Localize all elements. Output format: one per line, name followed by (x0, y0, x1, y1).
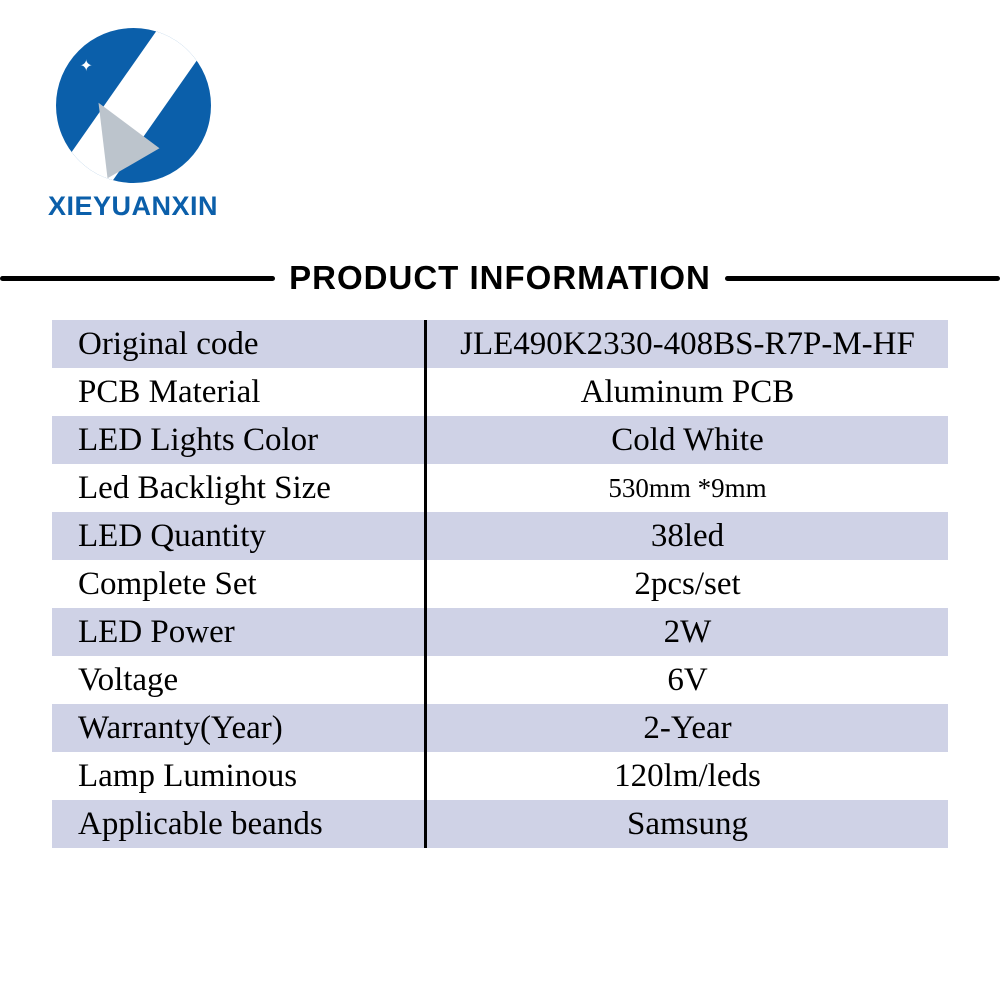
spec-label: LED Quantity (52, 512, 427, 560)
spec-label: Original code (52, 320, 427, 368)
table-row: Complete Set2pcs/set (52, 560, 948, 608)
header-rule-left (0, 276, 275, 281)
spec-label: Voltage (52, 656, 427, 704)
spec-label: Led Backlight Size (52, 464, 427, 512)
spec-label: Applicable beands (52, 800, 427, 848)
table-row: LED Lights ColorCold White (52, 416, 948, 464)
table-row: PCB MaterialAluminum PCB (52, 368, 948, 416)
spec-value: 120lm/leds (427, 758, 948, 795)
spec-value: 530mm *9mm (427, 473, 948, 504)
spec-value: 2W (427, 614, 948, 651)
table-row: Warranty(Year)2-Year (52, 704, 948, 752)
spec-label: Lamp Luminous (52, 752, 427, 800)
spec-value: 6V (427, 662, 948, 699)
table-row: LED Power2W (52, 608, 948, 656)
table-row: Voltage6V (52, 656, 948, 704)
brand-logo-block: ✦ XIEYUANXIN (48, 28, 218, 222)
table-row: Applicable beandsSamsung (52, 800, 948, 848)
section-header: PRODUCT INFORMATION (0, 258, 1000, 298)
table-row: Original codeJLE490K2330-408BS-R7P-M-HF (52, 320, 948, 368)
spec-value: Aluminum PCB (427, 374, 948, 411)
table-row: Led Backlight Size530mm *9mm (52, 464, 948, 512)
spec-label: LED Lights Color (52, 416, 427, 464)
spec-value: Samsung (427, 806, 948, 843)
spec-value: Cold White (427, 422, 948, 459)
spec-label: Complete Set (52, 560, 427, 608)
spec-table: Original codeJLE490K2330-408BS-R7P-M-HFP… (52, 320, 948, 848)
spec-value: 2pcs/set (427, 566, 948, 603)
spec-value: 38led (427, 518, 948, 555)
brand-name: XIEYUANXIN (48, 191, 218, 222)
spec-label: LED Power (52, 608, 427, 656)
spec-label: PCB Material (52, 368, 427, 416)
brand-logo-icon: ✦ (56, 28, 211, 183)
spec-value: JLE490K2330-408BS-R7P-M-HF (427, 326, 948, 363)
header-rule-right (725, 276, 1000, 281)
section-title: PRODUCT INFORMATION (275, 259, 725, 297)
spec-value: 2-Year (427, 710, 948, 747)
table-row: LED Quantity38led (52, 512, 948, 560)
spec-label: Warranty(Year) (52, 704, 427, 752)
table-row: Lamp Luminous120lm/leds (52, 752, 948, 800)
